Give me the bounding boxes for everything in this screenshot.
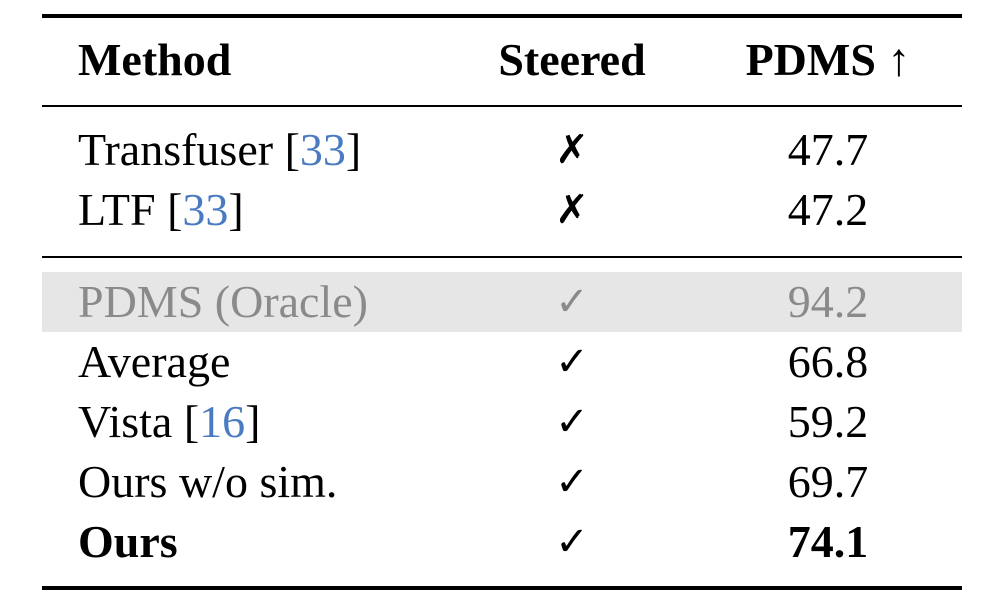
bottom-rule [42, 586, 962, 590]
citation: 33 [182, 184, 229, 235]
steered-cell: ✓ [555, 339, 589, 385]
method-cell: Ours [78, 512, 178, 572]
row-highlight [42, 272, 962, 332]
citation: 33 [299, 124, 346, 175]
header-pdms: PDMS ↑ [745, 34, 911, 85]
citation: 16 [199, 396, 246, 447]
steered-cell: ✓ [555, 519, 589, 565]
method-text: Ours w/o sim. [78, 456, 338, 507]
method-cell: Vista [16] [78, 392, 261, 452]
pdms-cell: 59.2 [787, 396, 869, 447]
method-cell: PDMS (Oracle) [78, 272, 368, 332]
method-text: ] [228, 184, 244, 235]
pdms-cell: 94.2 [787, 276, 869, 327]
method-text: [ [167, 184, 183, 235]
method-cell: Average [78, 332, 230, 392]
method-text: LTF [78, 184, 168, 235]
group-rule [42, 256, 962, 258]
steered-cell: ✗ [555, 127, 589, 173]
method-text: PDMS (Oracle) [78, 276, 368, 327]
method-text: Vista [78, 396, 184, 447]
method-text: ] [345, 124, 362, 175]
method-text: [ [183, 396, 200, 447]
steered-cell: ✓ [555, 459, 589, 505]
pdms-cell: 47.7 [787, 124, 869, 175]
method-text: [ [284, 124, 300, 175]
steered-cell: ✗ [555, 187, 589, 233]
top-rule [42, 14, 962, 18]
method-text: Transfuser [78, 124, 285, 175]
pdms-cell: 66.8 [787, 336, 869, 387]
pdms-cell: 47.2 [787, 184, 869, 235]
pdms-cell: 69.7 [787, 456, 869, 507]
method-text: ] [245, 396, 261, 447]
header-steered: Steered [498, 34, 646, 85]
steered-cell: ✓ [555, 279, 589, 325]
header-rule [42, 105, 962, 107]
method-cell: LTF [33] [78, 180, 244, 240]
method-text: Average [78, 336, 231, 387]
header-method: Method [78, 34, 232, 85]
pdms-cell: 74.1 [787, 516, 869, 567]
method-text: Ours [78, 516, 178, 567]
method-cell: Transfuser [33] [78, 120, 361, 180]
method-cell: Ours w/o sim. [78, 452, 337, 512]
steered-cell: ✓ [555, 399, 589, 445]
